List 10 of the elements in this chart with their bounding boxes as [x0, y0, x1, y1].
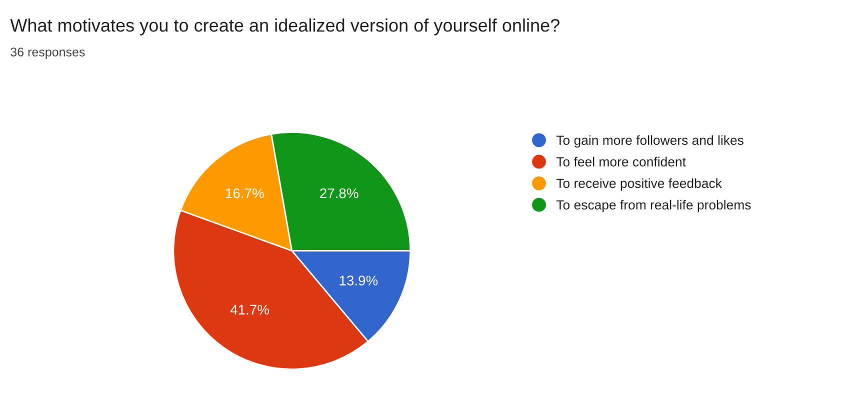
legend-label: To gain more followers and likes [556, 135, 744, 148]
legend-label: To receive positive feedback [556, 178, 722, 191]
data-label: 41.7% [230, 304, 269, 315]
data-label: 13.9% [340, 276, 378, 286]
data-label: 27.8% [320, 188, 358, 198]
chart-title: What motivates you to create an idealized version of yourself online? [10, 18, 560, 36]
data-label: 16.7% [226, 188, 264, 198]
text: 36 responses [10, 48, 85, 59]
legend-label: To feel more confident [556, 156, 686, 166]
legend-label: To escape from real-life problems [556, 200, 751, 212]
